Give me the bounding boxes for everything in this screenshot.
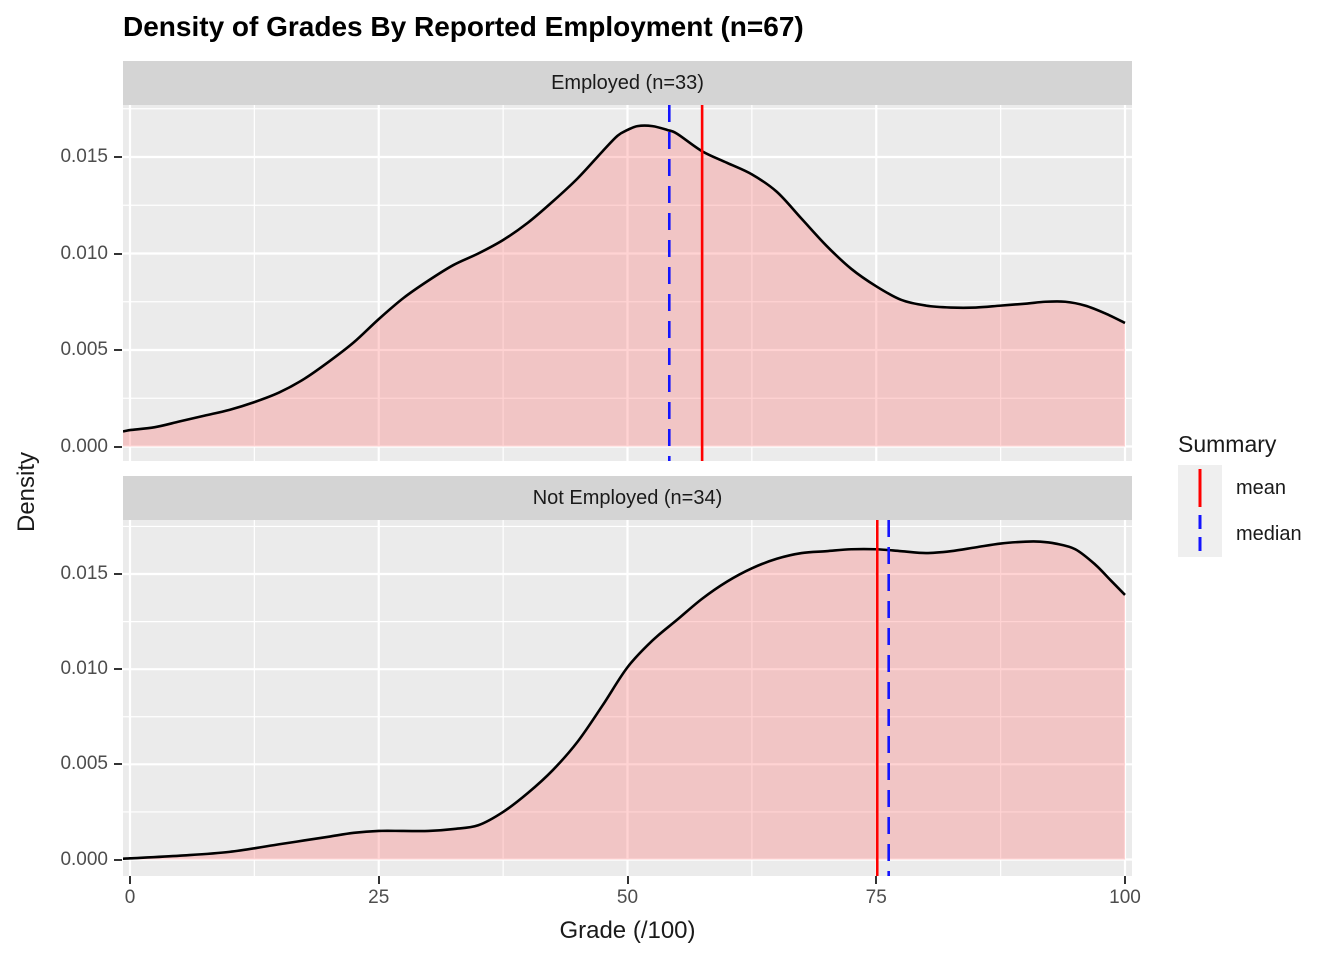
legend-key-median xyxy=(1178,511,1222,557)
y-tick-mark xyxy=(114,156,122,158)
y-tick-mark xyxy=(114,349,122,351)
density-curve xyxy=(123,540,1126,861)
y-tick-label: 0.005 xyxy=(60,339,108,360)
x-axis-title: Grade (/100) xyxy=(559,917,696,944)
density-curve xyxy=(123,124,1126,433)
y-tick-mark xyxy=(114,763,122,766)
density-panel-employed xyxy=(123,105,1132,461)
y-tick-label: 0.010 xyxy=(60,242,108,264)
facet-strip-label: Employed (n=33) xyxy=(551,71,704,94)
y-tick-mark xyxy=(114,858,122,861)
y-tick-mark xyxy=(114,573,122,575)
y-tick-mark xyxy=(114,445,122,448)
facet-strip-not-employed: Not Employed (n=34) xyxy=(123,476,1132,520)
median-line-swatch-icon xyxy=(1198,515,1202,553)
plot-title: Density of Grades By Reported Employment… xyxy=(123,11,804,42)
legend-title: Summary xyxy=(1178,431,1277,457)
x-tick-mark xyxy=(1124,876,1126,884)
y-tick-label: 0.010 xyxy=(60,658,108,680)
x-tick-mark xyxy=(875,876,878,884)
y-tick-label: 0.015 xyxy=(60,146,108,167)
y-tick-mark xyxy=(114,252,122,255)
legend-label-median: median xyxy=(1236,522,1302,545)
y-tick-label: 0.005 xyxy=(60,753,108,775)
density-panel-not-employed xyxy=(123,520,1132,876)
legend-label-mean: mean xyxy=(1236,476,1287,499)
y-tick-label: 0.015 xyxy=(60,563,108,584)
x-tick-mark xyxy=(377,876,380,884)
mean-line-swatch-icon xyxy=(1198,469,1202,507)
x-tick-label: 75 xyxy=(865,887,887,908)
x-tick-label: 0 xyxy=(124,887,136,908)
density-area xyxy=(123,125,1126,447)
y-tick-mark xyxy=(114,668,122,671)
density-area xyxy=(123,541,1126,860)
x-tick-label: 50 xyxy=(616,887,639,908)
y-tick-label: 0.000 xyxy=(60,435,108,457)
x-tick-label: 25 xyxy=(368,887,390,908)
y-tick-label: 0.000 xyxy=(60,848,108,870)
facet-strip-employed: Employed (n=33) xyxy=(123,61,1132,105)
x-tick-label: 100 xyxy=(1109,887,1141,908)
legend-key-mean xyxy=(1178,465,1222,511)
x-tick-mark xyxy=(129,876,131,884)
facet-strip-label: Not Employed (n=34) xyxy=(532,486,723,509)
x-tick-mark xyxy=(626,876,629,884)
